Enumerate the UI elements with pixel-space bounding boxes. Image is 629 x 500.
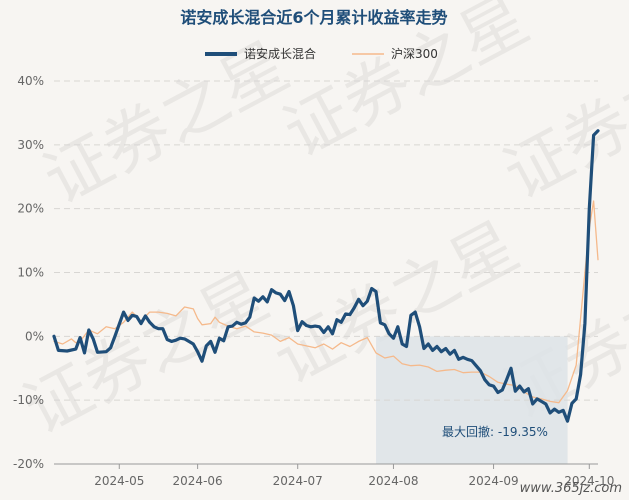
x-tick-label: 2024-05 [94,474,144,488]
y-tick-label: 20% [17,202,44,216]
y-tick-label: 40% [17,74,44,88]
y-tick-label: 10% [17,266,44,280]
x-tick-label: 2024-09 [468,474,518,488]
series-lines [52,129,600,423]
max-drawdown-label: 最大回撤: -19.35% [442,424,548,439]
y-axis: 40% 30% 20% 10% 0% -10% -20% [13,74,44,471]
y-tick-label: -20% [13,457,44,471]
y-tick-label: 0% [25,329,44,343]
x-tick-label: 2024-08 [368,474,418,488]
x-tick-label: 2024-10 [564,474,614,488]
y-tick-label: -10% [13,393,44,407]
x-axis: 2024-05 2024-06 2024-07 2024-08 2024-09 2024-… [94,464,614,488]
legend-label-fund: 诺安成长混合 [244,46,316,61]
series-line-fund [52,129,600,423]
x-tick-label: 2024-06 [173,474,223,488]
x-tick-label: 2024-07 [273,474,323,488]
chart-title: 诺安成长混合近6个月累计收益率走势 [180,8,447,27]
y-tick-label: 30% [17,138,44,152]
legend: 诺安成长混合 沪深300 [205,46,438,61]
legend-label-index: 沪深300 [391,47,438,61]
watermark-text: 证券之星 [11,257,280,449]
grid-lines [54,80,598,465]
site-footer: www.365jz.com [520,481,622,496]
